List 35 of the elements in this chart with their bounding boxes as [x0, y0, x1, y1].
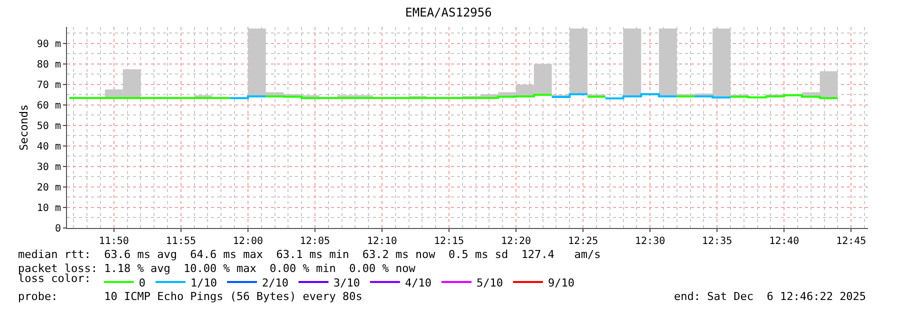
x-tick-label: 12:40: [769, 236, 800, 247]
text: probe: 10 ICMP Echo Pings (56 Bytes) every 80s: [18, 290, 362, 303]
legend-label: 4/10: [404, 276, 432, 290]
legend-label: 0: [138, 276, 146, 290]
y-tick-label: 30 m: [36, 162, 61, 173]
y-tick-label: 0: [54, 224, 61, 234]
y-tick-label: 80 m: [36, 59, 61, 70]
y-tick-label: 10 m: [36, 202, 61, 214]
text: end: Sat Dec 6 12:46:22 2025: [674, 290, 866, 303]
text: median rtt: 63.6 ms avg 64.6 ms max 63.1 ms min 63.2 ms now 0.5 ms sd 127.4 am/s: [18, 248, 601, 261]
legend-label: 5/10: [476, 276, 503, 290]
x-tick-label: 12:00: [232, 236, 264, 247]
x-tick-label: 12:25: [568, 236, 598, 247]
y-tick-label: 40 m: [36, 141, 61, 152]
x-tick-label: 12:10: [366, 236, 398, 247]
x-tick-label: 12:45: [836, 236, 866, 247]
legend-label: 9/10: [548, 276, 574, 290]
legend-label: 1/10: [190, 276, 217, 290]
legend-label: 2/10: [262, 276, 288, 290]
y-tick-label: 50 m: [36, 120, 61, 132]
y-tick-label: 90 m: [36, 38, 61, 50]
y-axis-title: Seconds: [18, 104, 31, 151]
text: packet loss: 1.18 % avg 10.00 % max 0.00 % min 0.00 % now: [18, 262, 416, 275]
x-tick-label: 11:50: [98, 236, 129, 247]
x-tick-label: 11:55: [166, 236, 196, 247]
chart-title: EMEA/AS12956: [405, 5, 492, 20]
x-tick-label: 12:05: [300, 236, 330, 247]
x-tick-label: 12:30: [635, 236, 666, 247]
y-tick-label: 60 m: [36, 100, 61, 112]
x-tick-label: 12:15: [434, 236, 464, 247]
y-tick-label: 20 m: [36, 182, 61, 194]
legend-label: 3/10: [333, 276, 360, 290]
x-tick-label: 12:35: [702, 236, 732, 247]
y-tick-label: 70 m: [36, 80, 61, 91]
x-tick-label: 12:20: [500, 236, 532, 247]
